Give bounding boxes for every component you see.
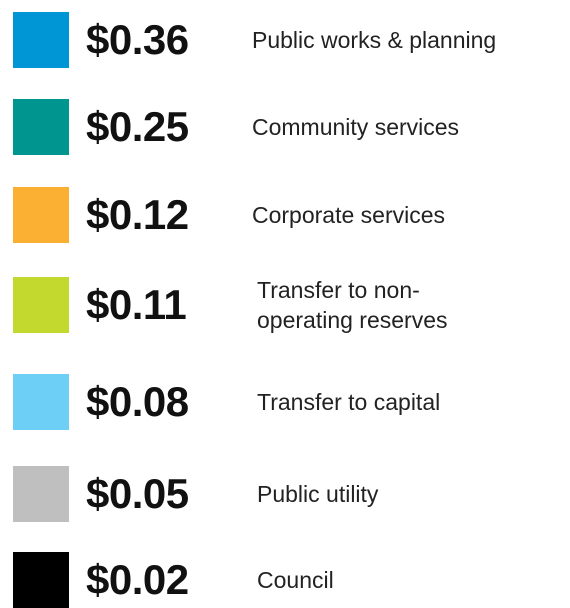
amount: $0.08 [86, 378, 189, 425]
amount: $0.36 [86, 16, 189, 63]
label: Public works & planning [252, 27, 497, 53]
label: Transfer to capital [257, 389, 441, 415]
label: Transfer to non- [257, 277, 420, 303]
color-swatch [13, 374, 69, 430]
color-swatch [13, 552, 69, 608]
label: Corporate services [252, 202, 446, 228]
amount: $0.05 [86, 470, 189, 517]
label: Public utility [257, 481, 379, 507]
amount: $0.25 [86, 103, 189, 150]
label: Council [257, 567, 334, 593]
color-swatch [13, 466, 69, 522]
label: Community services [252, 114, 460, 140]
color-swatch [13, 99, 69, 155]
color-swatch [13, 277, 69, 333]
amount: $0.11 [86, 281, 187, 328]
color-swatch [13, 12, 69, 68]
amount: $0.12 [86, 191, 189, 238]
label: operating reserves [257, 307, 448, 333]
color-swatch [13, 187, 69, 243]
amount: $0.02 [86, 556, 189, 603]
